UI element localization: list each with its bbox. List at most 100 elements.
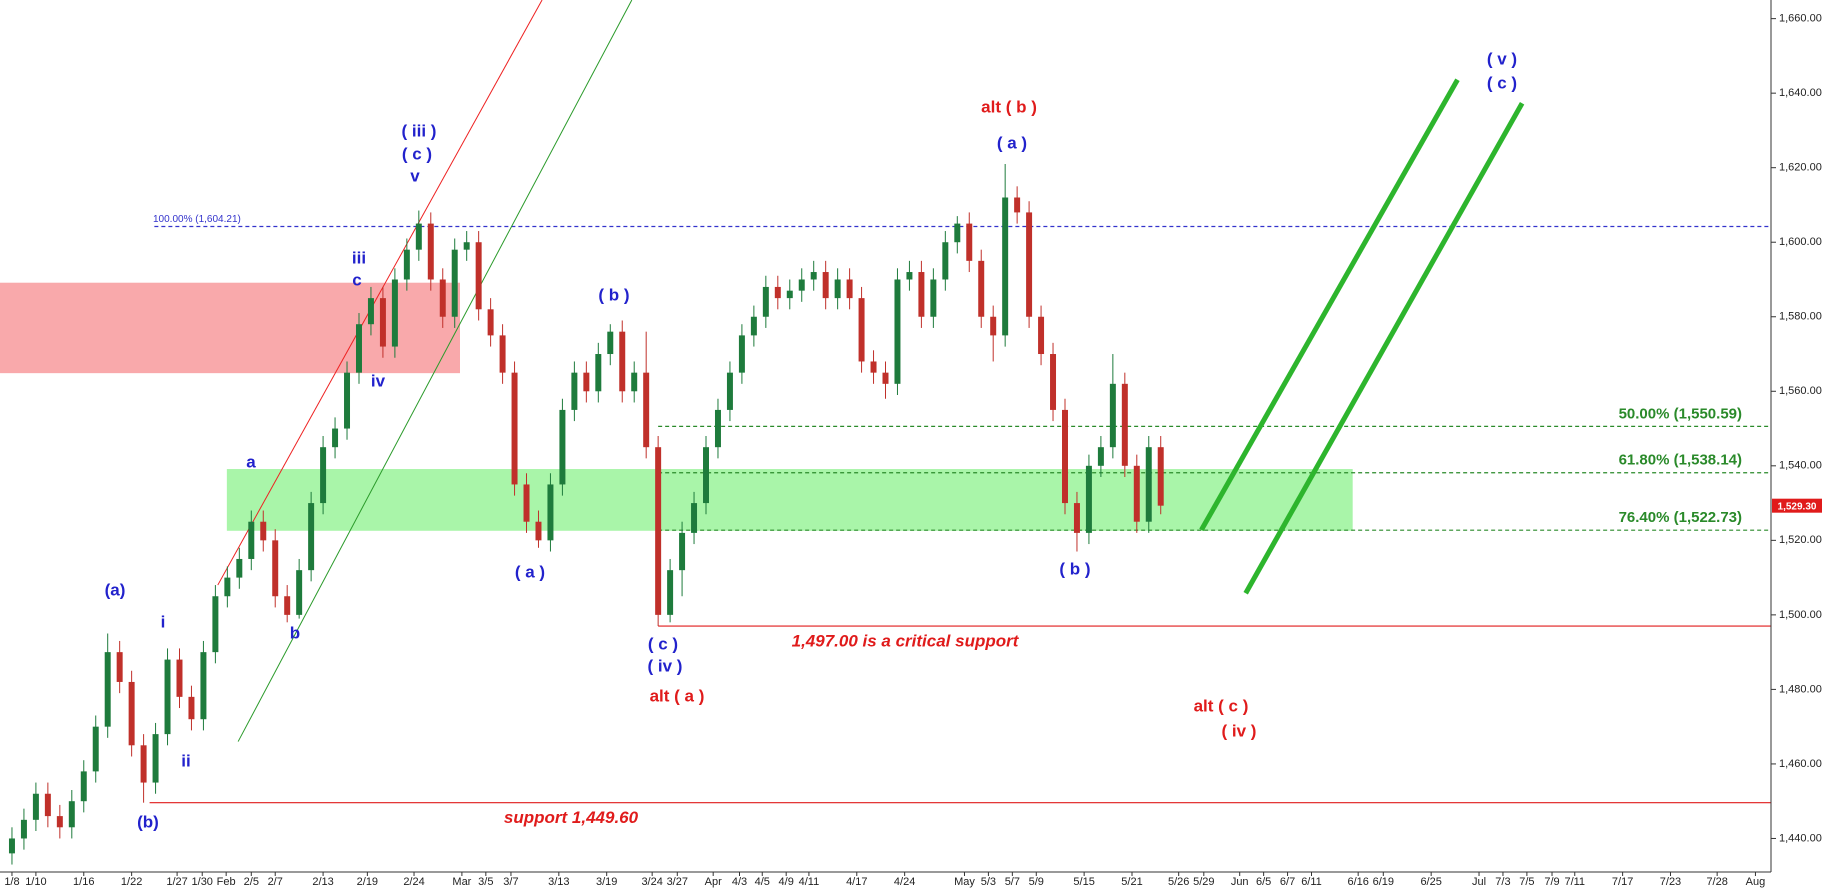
candle-body <box>140 745 147 783</box>
x-tick-label: 6/25 <box>1420 876 1441 888</box>
x-tick-label: 6/16 <box>1347 876 1368 888</box>
x-tick-label: 3/5 <box>478 876 493 888</box>
candle-body <box>1097 447 1104 466</box>
candle-body <box>20 819 27 839</box>
candle-body <box>738 335 745 373</box>
candle-body <box>930 279 937 317</box>
x-tick-label: 5/29 <box>1193 876 1214 888</box>
candle-body <box>559 409 566 485</box>
x-tick-label: 3/13 <box>548 876 569 888</box>
wave-label: alt ( a ) <box>650 686 705 705</box>
level-label: 76.40% (1,522.73) <box>1619 509 1742 526</box>
candle-body <box>1085 465 1092 533</box>
candle-body <box>966 223 973 261</box>
candle-body <box>619 331 626 392</box>
y-tick-label: 1,480.00 <box>1779 683 1822 695</box>
candle-body <box>320 447 327 504</box>
plot-area: 100.00% (1,604.21) 50.00% (1,550.59) 61.80… <box>0 0 1771 865</box>
x-tick-label: 7/5 <box>1519 876 1534 888</box>
wave-label: v <box>410 166 420 185</box>
wave-label: ( c ) <box>402 144 432 163</box>
x-tick-label: 7/28 <box>1706 876 1727 888</box>
candle-body <box>535 521 542 541</box>
candle-body <box>846 279 853 299</box>
x-tick-label: 5/3 <box>981 876 996 888</box>
candle-body <box>415 223 422 250</box>
candle-body <box>523 484 530 522</box>
candle-body <box>798 279 805 291</box>
wave-label: ( c ) <box>1487 73 1517 92</box>
candle-body <box>296 570 303 615</box>
x-tick-label: 4/9 <box>779 876 794 888</box>
candle-body <box>547 484 554 541</box>
x-tick-label: 5/21 <box>1121 876 1142 888</box>
x-tick-label: 6/11 <box>1301 876 1322 888</box>
level-label: 100.00% (1,604.21) <box>153 214 241 225</box>
x-tick-label: 4/17 <box>846 876 867 888</box>
y-tick-label: 1,500.00 <box>1779 609 1822 621</box>
candle-body <box>978 260 985 317</box>
candle-body <box>236 558 243 578</box>
x-tick-label: Mar <box>452 876 471 888</box>
candle-body <box>571 372 578 410</box>
zone <box>226 469 1353 531</box>
candle-body <box>714 409 721 448</box>
candle-body <box>954 223 961 243</box>
candle-body <box>176 659 183 697</box>
x-tick-label: 4/24 <box>894 876 915 888</box>
candle-body <box>1014 197 1021 213</box>
candle-body <box>762 286 769 317</box>
x-tick-label: 3/27 <box>667 876 688 888</box>
x-tick-label: Apr <box>705 876 722 888</box>
candle-body <box>774 286 781 299</box>
x-tick-label: 4/3 <box>732 876 747 888</box>
x-tick-label: 3/19 <box>596 876 617 888</box>
candle-body <box>451 249 458 317</box>
candle-body <box>786 290 793 299</box>
candle-body <box>487 309 494 336</box>
trendline <box>1243 101 1525 595</box>
candle-body <box>1050 354 1057 410</box>
x-tick-label: 2/24 <box>403 876 424 888</box>
candle-body <box>631 372 638 392</box>
wave-label: i <box>161 612 166 631</box>
candle-body <box>367 298 374 325</box>
y-tick-label: 1,660.00 <box>1779 13 1822 25</box>
x-tick-label: 3/7 <box>503 876 518 888</box>
candle-body <box>200 652 207 720</box>
candle-body <box>918 272 925 317</box>
wave-label: b <box>290 623 300 642</box>
x-tick-label: Jul <box>1472 876 1486 888</box>
candle-body <box>990 316 997 336</box>
candle-body <box>68 801 75 828</box>
y-tick-label: 1,460.00 <box>1779 758 1822 770</box>
x-tick-label: 6/7 <box>1280 876 1295 888</box>
candle-body <box>655 447 662 615</box>
candle-body <box>1121 383 1128 466</box>
wave-label: alt ( c ) <box>1194 696 1249 715</box>
candle-body <box>44 793 51 817</box>
candle-body <box>308 503 315 571</box>
wave-label: ( a ) <box>515 562 545 581</box>
candle-body <box>475 242 482 310</box>
candle-body <box>703 447 709 504</box>
wave-label: ( iii ) <box>402 121 437 140</box>
candle-body <box>691 503 698 533</box>
candle-body <box>595 354 602 392</box>
y-tick-label: 1,520.00 <box>1779 534 1822 546</box>
candle-body <box>427 223 434 280</box>
x-tick-label: Aug <box>1746 876 1766 888</box>
wave-label: (b) <box>137 812 159 831</box>
x-tick-label: 4/5 <box>755 876 770 888</box>
wave-label: ii <box>181 751 190 770</box>
candle-body <box>667 570 674 615</box>
x-tick-label: 6/19 <box>1373 876 1394 888</box>
x-tick-label: Feb <box>217 876 236 888</box>
y-tick-label: 1,580.00 <box>1779 311 1822 323</box>
candle-body <box>188 696 195 720</box>
x-tick-label: 5/15 <box>1073 876 1094 888</box>
candle-body <box>882 372 889 384</box>
candle-body <box>858 298 865 362</box>
candle-body <box>152 734 159 783</box>
